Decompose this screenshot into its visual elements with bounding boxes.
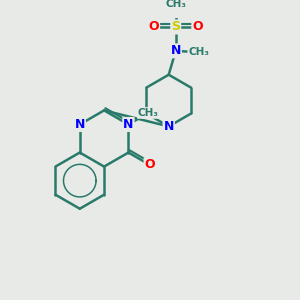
Text: N: N	[164, 120, 174, 133]
Text: N: N	[123, 118, 134, 131]
Text: CH₃: CH₃	[165, 0, 186, 9]
Text: N: N	[75, 118, 85, 131]
Text: S: S	[171, 20, 180, 34]
Text: CH₃: CH₃	[138, 108, 159, 118]
Text: N: N	[170, 44, 181, 57]
Text: CH₃: CH₃	[188, 47, 209, 57]
Text: O: O	[192, 20, 203, 34]
Text: O: O	[148, 20, 159, 34]
Text: O: O	[145, 158, 155, 171]
